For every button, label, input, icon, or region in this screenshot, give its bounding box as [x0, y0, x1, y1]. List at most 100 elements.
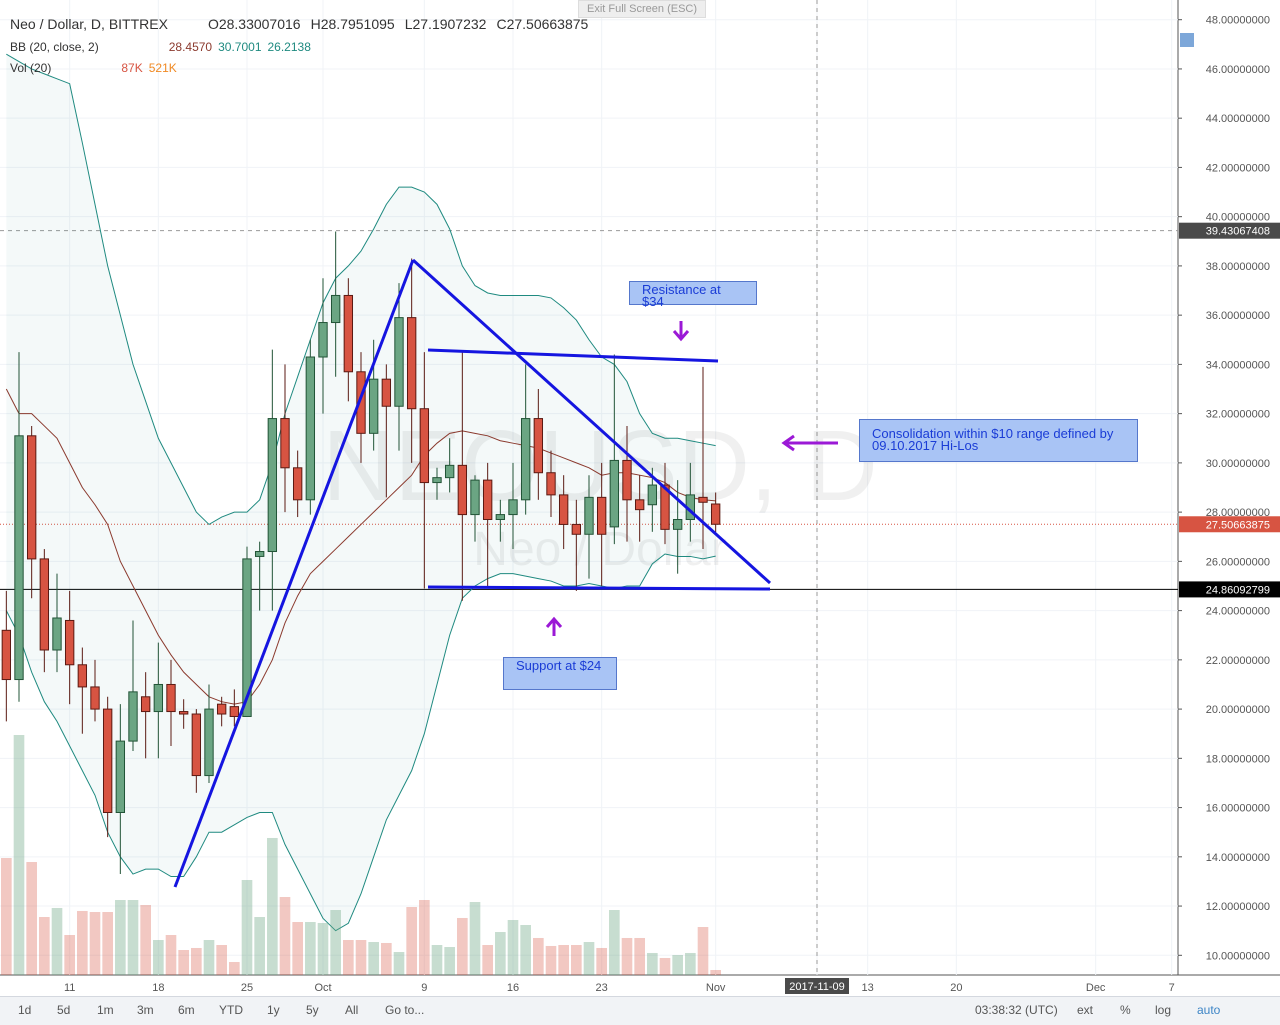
- candle-body: [318, 322, 328, 358]
- volume-bar: [102, 912, 113, 975]
- range-button[interactable]: 6m: [178, 1003, 195, 1017]
- candle-body: [1, 629, 12, 681]
- volume-bar: [229, 962, 240, 975]
- volume-bar: [1, 857, 12, 975]
- volume-bar: [469, 902, 481, 975]
- candle-body: [470, 479, 480, 516]
- candle-body: [229, 706, 240, 717]
- ohlc-label: H: [310, 16, 321, 32]
- x-tick-label: 11: [64, 982, 75, 994]
- ohlc-value: 27.1907232: [412, 16, 487, 32]
- indicator-name: Vol (20): [10, 61, 52, 75]
- price-marker-label: 27.50663875: [1206, 519, 1270, 531]
- candle-body: [292, 467, 303, 501]
- annotation: Resistance at $34: [629, 281, 757, 308]
- candle-body: [242, 558, 252, 717]
- option-button[interactable]: ext: [1077, 1003, 1094, 1017]
- volume-bar: [203, 940, 215, 975]
- x-tick-label: 13: [862, 982, 874, 994]
- volume-bar: [241, 880, 253, 975]
- y-tick-label: 46.00000000: [1206, 64, 1270, 76]
- candle-body: [710, 503, 721, 525]
- drawings: [173, 258, 838, 888]
- volume-bar: [558, 945, 569, 975]
- volume-bar: [710, 970, 721, 975]
- clock: 03:38:32 (UTC): [975, 1003, 1058, 1017]
- header-row: Neo / Dollar, D, BITTREX O28.33007016 H28.…: [10, 16, 598, 32]
- volume-bar: [596, 947, 607, 975]
- y-tick-label: 34.00000000: [1206, 359, 1270, 371]
- arrow-up: [545, 616, 563, 636]
- candle-body: [419, 408, 430, 484]
- candle-body: [102, 708, 113, 813]
- y-tick-label: 16.00000000: [1206, 803, 1270, 815]
- bb-basis-line: [5, 388, 716, 705]
- bb-upper-line: [6, 53, 716, 526]
- y-tick-label: 32.00000000: [1206, 409, 1270, 421]
- candle-body: [166, 683, 176, 713]
- fullscreen-hint[interactable]: Exit Full Screen (ESC): [578, 0, 707, 18]
- option-button[interactable]: auto: [1197, 1003, 1221, 1017]
- volume-bar: [647, 952, 658, 975]
- volume-bar: [431, 945, 443, 975]
- volume-bar: [127, 900, 139, 975]
- candle-body: [64, 619, 75, 666]
- candle-body: [191, 713, 202, 777]
- scale-button[interactable]: [1180, 33, 1194, 47]
- candle-body: [330, 294, 341, 324]
- indicator-value: 28.4570: [168, 40, 213, 54]
- range-button[interactable]: 5d: [57, 1003, 71, 1017]
- range-button[interactable]: 5y: [306, 1003, 319, 1017]
- ohlc-value: 27.50663875: [506, 16, 589, 32]
- volume-bar: [254, 917, 265, 975]
- range-button[interactable]: All: [345, 1003, 359, 1017]
- range-button[interactable]: 3m: [137, 1003, 154, 1017]
- ohlc-label: L: [404, 16, 413, 32]
- candle-body: [381, 378, 392, 407]
- candle-body: [533, 418, 544, 474]
- y-tick-label: 48.00000000: [1206, 15, 1270, 27]
- volume-bar: [39, 917, 50, 975]
- volume-bar: [495, 932, 506, 975]
- candle-body: [609, 459, 620, 528]
- candle-body: [128, 691, 138, 742]
- ohlc-label: O: [207, 16, 219, 32]
- candle-body: [343, 294, 354, 373]
- candle-body: [622, 459, 632, 501]
- volume-bar: [368, 942, 379, 975]
- x-tick-label: Oct: [314, 982, 331, 994]
- chart: NEOUSD, DNeo / Dollar 10.0000000012.0000…: [0, 0, 1280, 994]
- volume-bar: [355, 940, 367, 975]
- x-tick-label: 7: [1169, 982, 1175, 994]
- candle-body: [520, 418, 531, 501]
- y-tick-label: 12.00000000: [1206, 901, 1270, 913]
- indicator-value: 26.2138: [267, 40, 311, 54]
- range-button[interactable]: YTD: [219, 1003, 243, 1017]
- option-button[interactable]: %: [1120, 1003, 1131, 1017]
- indicator-row: BB (20, close, 2) 28.4570 30.7001 26.2138: [10, 40, 317, 54]
- volume-bar: [520, 925, 531, 975]
- y-tick-label: 28.00000000: [1206, 507, 1270, 519]
- range-button[interactable]: 1y: [267, 1003, 280, 1017]
- volume-bar: [305, 922, 316, 975]
- y-tick-label: 20.00000000: [1206, 704, 1270, 716]
- range-button[interactable]: Go to...: [385, 1003, 425, 1017]
- option-button[interactable]: log: [1155, 1003, 1172, 1017]
- range-button[interactable]: 1m: [97, 1003, 114, 1017]
- y-tick-label: 22.00000000: [1206, 655, 1270, 667]
- candle-body: [368, 378, 379, 434]
- volume-bar: [659, 957, 671, 975]
- candle-body: [698, 496, 708, 503]
- volume-bar: [444, 947, 455, 975]
- volume-bar: [697, 927, 709, 975]
- candle-body: [254, 551, 265, 557]
- candle-body: [444, 464, 455, 479]
- candle-body: [432, 477, 442, 484]
- y-tick-label: 40.00000000: [1206, 212, 1270, 224]
- candle-body: [356, 371, 366, 434]
- volume-bar: [64, 935, 75, 975]
- candle-body: [660, 484, 670, 530]
- volume-bar: [165, 935, 177, 975]
- range-button[interactable]: 1d: [18, 1003, 32, 1017]
